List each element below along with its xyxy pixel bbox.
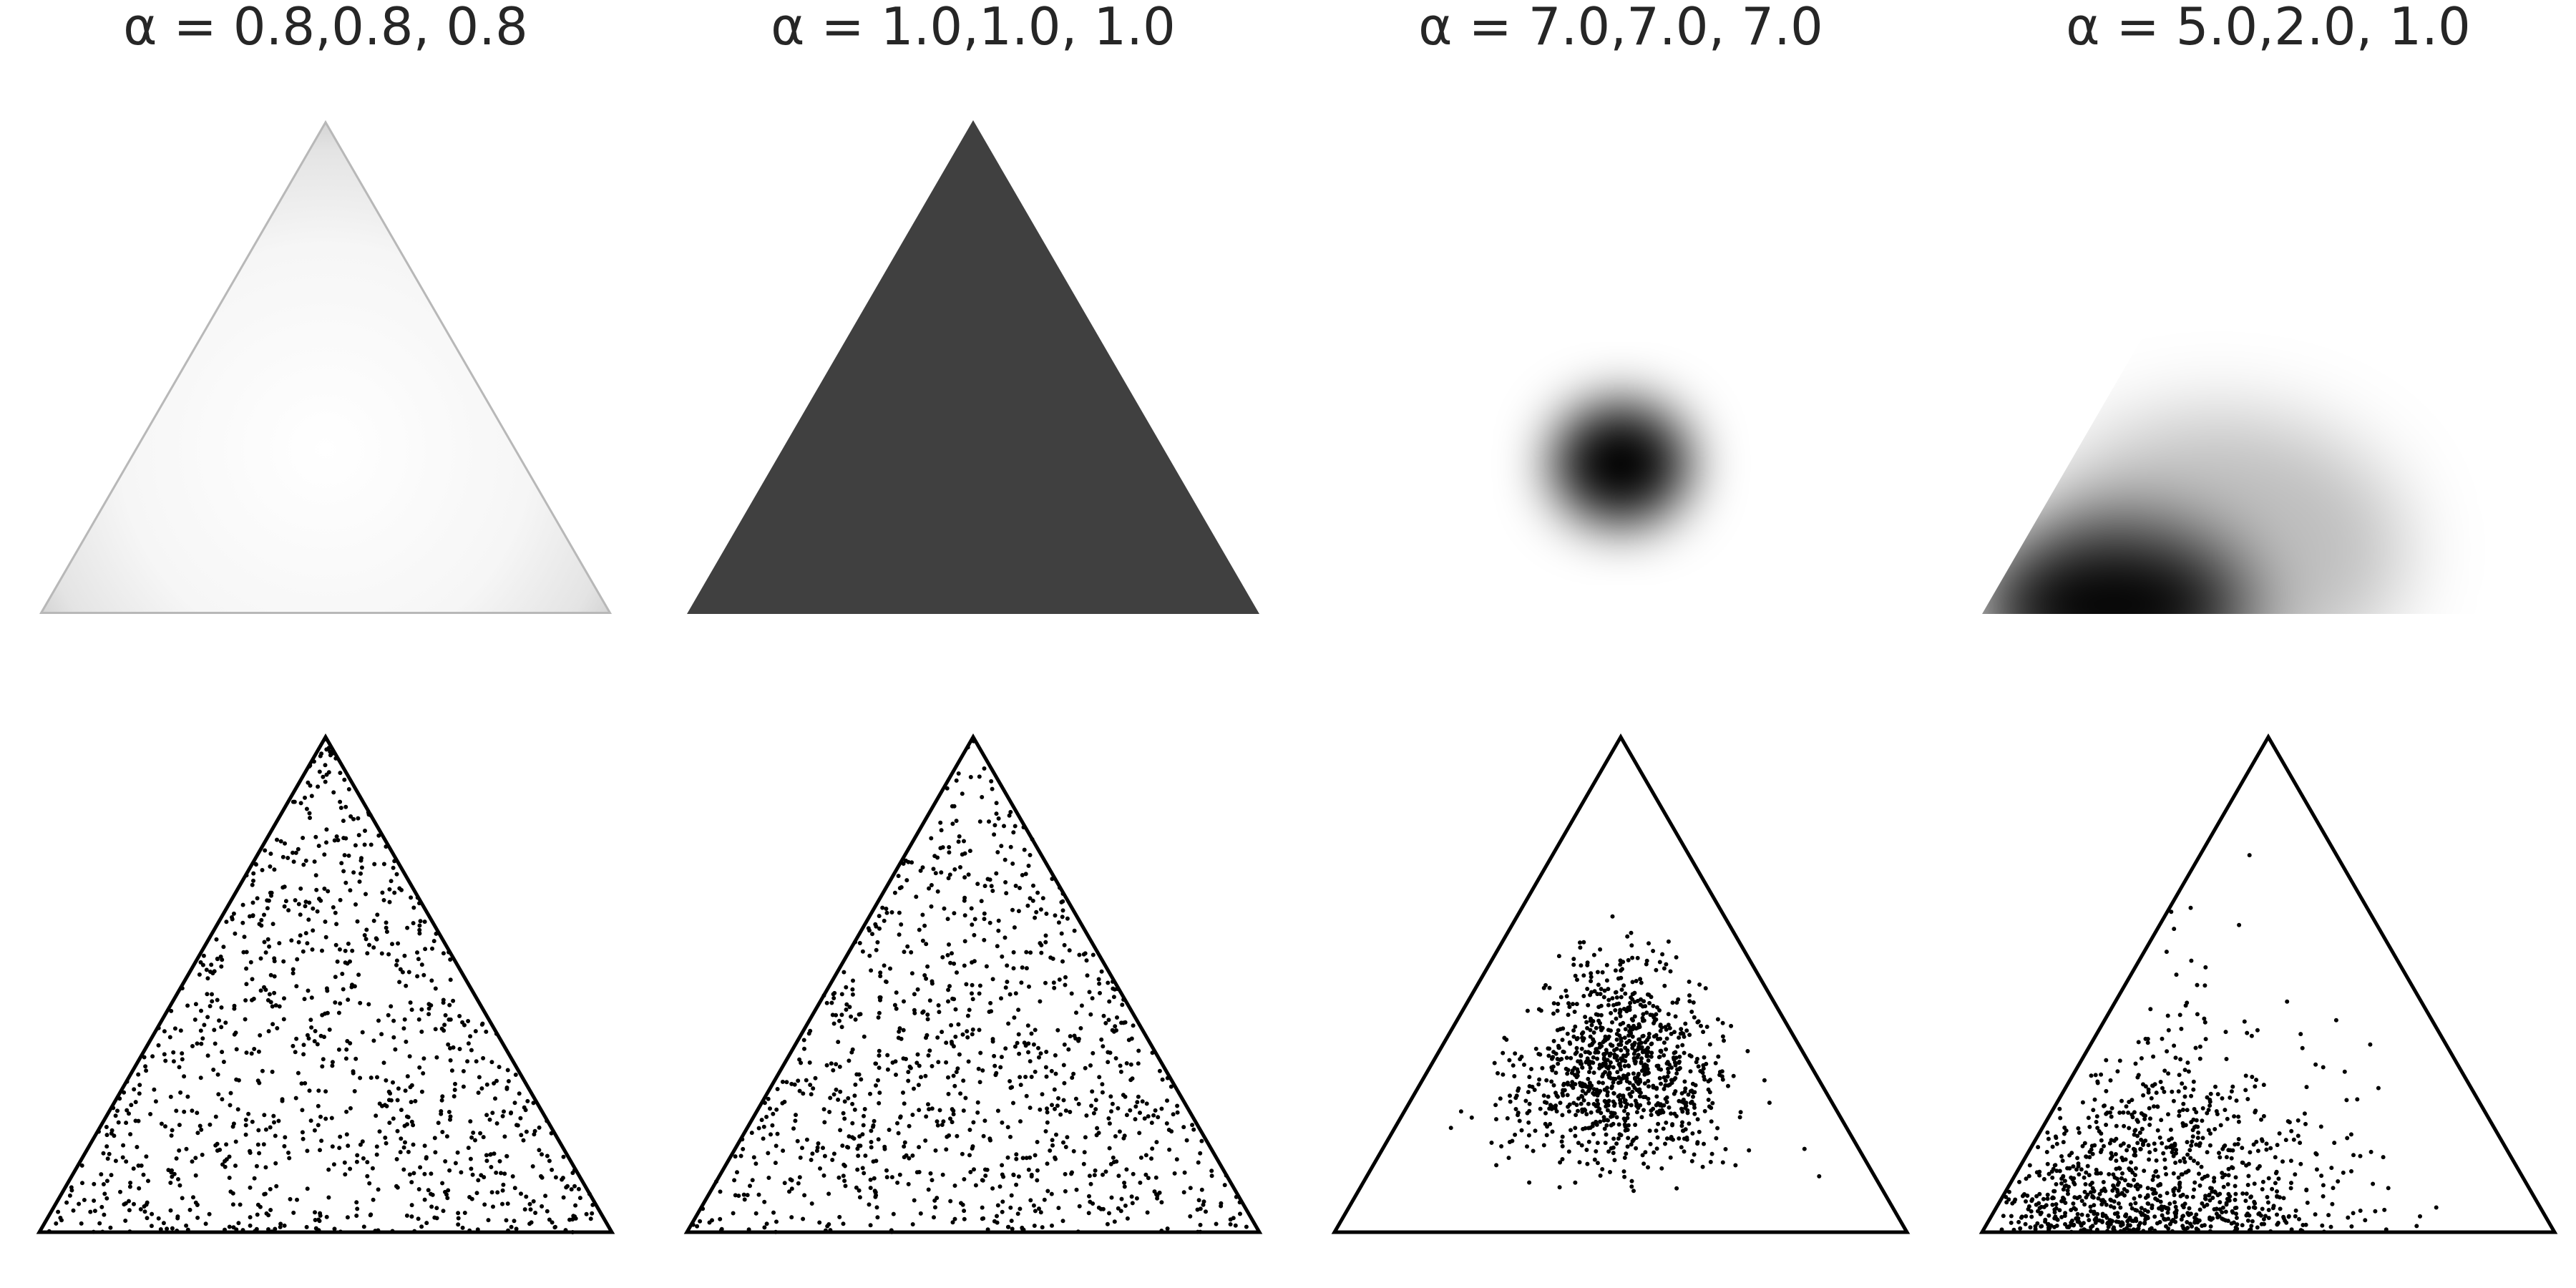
density-fill-uniform (687, 120, 1259, 614)
panel-title-4: α = 5.0,2.0, 1.0 (2066, 0, 2471, 57)
sample-points (1448, 914, 1822, 1194)
panel-title-1: α = 0.8,0.8, 0.8 (123, 0, 528, 57)
scatter-panel-3 (1331, 733, 1911, 1234)
density-edge-shade (39, 120, 612, 614)
density-panel-4 (1982, 414, 2404, 614)
simplex-outline (1331, 733, 1911, 1234)
panel-title-2: α = 1.0,1.0, 1.0 (771, 0, 1176, 57)
scatter-panel-4 (1979, 733, 2558, 1234)
density-panel-3 (1553, 403, 1689, 525)
sample-points (691, 738, 1249, 1234)
density-panel-2 (687, 120, 1259, 614)
sample-points (1999, 853, 2439, 1234)
density-blob (1553, 403, 1689, 525)
density-blob-group (1982, 414, 2404, 614)
density-blob-group (1553, 403, 1689, 525)
density-panel-1 (39, 120, 612, 614)
density-blob-halo (2032, 414, 2404, 614)
scatter-panel-2 (683, 733, 1263, 1234)
sample-points (47, 737, 595, 1234)
simplex-outline (1979, 733, 2558, 1234)
scatter-panel-1 (36, 733, 615, 1234)
simplex-outline (683, 733, 1263, 1234)
density-fill (39, 120, 612, 614)
panel-title-3: α = 7.0,7.0, 7.0 (1418, 0, 1823, 57)
simplex-outline (36, 733, 615, 1234)
